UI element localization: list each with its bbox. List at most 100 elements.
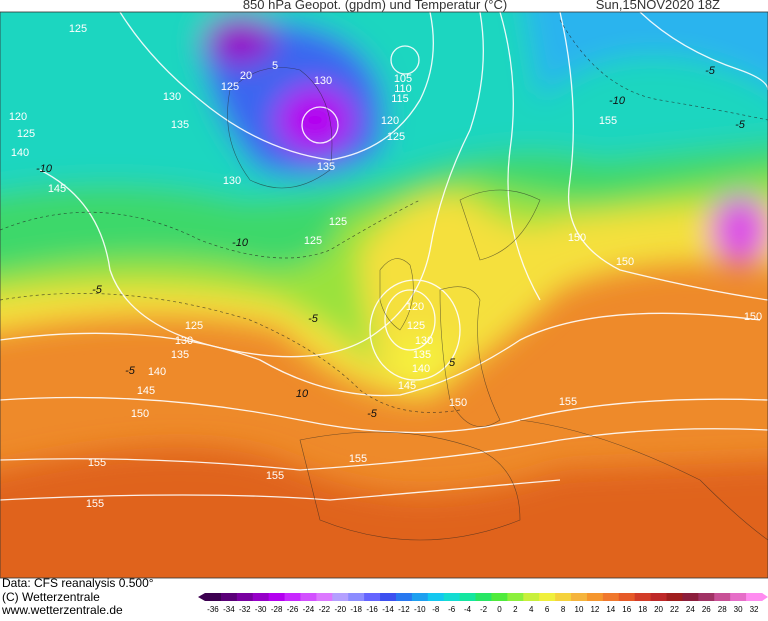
colorbar-label: -10 xyxy=(414,605,426,614)
geopotential-label: 155 xyxy=(266,470,284,482)
colorbar-swatch xyxy=(603,593,619,601)
geopotential-label: 140 xyxy=(11,147,29,159)
colorbar-label: 30 xyxy=(734,605,743,614)
colorbar-label: -4 xyxy=(464,605,472,614)
temperature-label: -10 xyxy=(232,237,249,249)
colorbar-swatch xyxy=(316,593,332,601)
colorbar-label: -36 xyxy=(207,605,219,614)
colorbar-label: -12 xyxy=(398,605,410,614)
geopotential-label: 125 xyxy=(17,128,35,140)
colorbar-label: -22 xyxy=(319,605,331,614)
colorbar-label: 4 xyxy=(529,605,534,614)
geopotential-label: 135 xyxy=(413,349,431,361)
colorbar-swatch xyxy=(364,593,380,601)
geopotential-label: 130 xyxy=(415,335,433,347)
colorbar-swatch xyxy=(205,593,221,601)
colorbar-swatch xyxy=(428,593,444,601)
geopotential-label: 135 xyxy=(171,349,189,361)
colorbar-label: 0 xyxy=(497,605,502,614)
geopotential-label: 135 xyxy=(317,161,335,173)
geopotential-label: 145 xyxy=(398,380,416,392)
colorbar-label: -30 xyxy=(255,605,267,614)
colorbar-swatch xyxy=(698,593,714,601)
colorbar-label: -6 xyxy=(448,605,456,614)
colorbar-swatch xyxy=(269,593,285,601)
geopotential-label: 125 xyxy=(407,320,425,332)
colorbar-swatch xyxy=(237,593,253,601)
geopotential-label: 130 xyxy=(163,91,181,103)
colorbar-label: 16 xyxy=(622,605,631,614)
colorbar-swatch xyxy=(651,593,667,601)
geopotential-label: 155 xyxy=(349,453,367,465)
geopotential-label: 140 xyxy=(148,366,166,378)
geopotential-label: 130 xyxy=(175,335,193,347)
geopotential-label: 125 xyxy=(329,216,347,228)
colorbar-label: 14 xyxy=(606,605,615,614)
colorbar-swatch xyxy=(635,593,651,601)
colorbar-label: 26 xyxy=(702,605,711,614)
geopotential-label: 120 xyxy=(406,301,424,313)
geopotential-label: 150 xyxy=(568,232,586,244)
colorbar-label: 20 xyxy=(654,605,663,614)
colorbar-label: -26 xyxy=(287,605,299,614)
footer-line: Data: CFS reanalysis 0.500° xyxy=(2,576,154,590)
colorbar-label: -18 xyxy=(350,605,362,614)
colorbar-label: 18 xyxy=(638,605,647,614)
colorbar-label: 24 xyxy=(686,605,695,614)
geopotential-label: 115 xyxy=(391,93,409,105)
colorbar-swatch xyxy=(285,593,301,601)
colorbar-label: -24 xyxy=(303,605,315,614)
colorbar-label: 8 xyxy=(561,605,566,614)
colorbar-label: 28 xyxy=(718,605,727,614)
colorbar-swatch xyxy=(555,593,571,601)
colorbar-label: -2 xyxy=(480,605,488,614)
geopotential-label: 150 xyxy=(616,256,634,268)
temperature-label: -10 xyxy=(36,163,53,175)
colorbar-label: -20 xyxy=(334,605,346,614)
colorbar-swatch xyxy=(682,593,698,601)
colorbar-swatch xyxy=(539,593,555,601)
colorbar-swatch xyxy=(412,593,428,601)
colorbar-label: 12 xyxy=(590,605,599,614)
temperature-label: -5 xyxy=(92,284,103,296)
colorbar-swatch xyxy=(730,593,746,601)
geopotential-label: 130 xyxy=(314,75,332,87)
geopotential-label: 155 xyxy=(559,396,577,408)
geopotential-label: 125 xyxy=(387,131,405,143)
colorbar-swatch xyxy=(587,593,603,601)
temperature-label: -5 xyxy=(125,365,136,377)
colorbar-label: 22 xyxy=(670,605,679,614)
colorbar-swatch xyxy=(380,593,396,601)
geopotential-label: 120 xyxy=(9,111,27,123)
colorbar-swatch xyxy=(667,593,683,601)
colorbar-label: -8 xyxy=(432,605,440,614)
colorbar-swatch xyxy=(221,593,237,601)
geopotential-label: 155 xyxy=(88,457,106,469)
geopotential-label: 155 xyxy=(86,498,104,510)
colorbar-swatch xyxy=(396,593,412,601)
geopotential-label: 150 xyxy=(131,408,149,420)
geopotential-label: 5 xyxy=(272,60,278,72)
temperature-label: -5 xyxy=(735,119,746,131)
geopotential-label: 120 xyxy=(381,115,399,127)
colorbar-swatch xyxy=(746,593,762,601)
geopotential-label: 125 xyxy=(221,81,239,93)
colorbar-swatch xyxy=(714,593,730,601)
geopotential-label: 135 xyxy=(171,119,189,131)
colorbar-swatch xyxy=(507,593,523,601)
temperature-label: 10 xyxy=(296,388,309,400)
colorbar-swatch xyxy=(348,593,364,601)
geopotential-label: 145 xyxy=(137,385,155,397)
colorbar-swatch xyxy=(460,593,476,601)
colorbar-swatch xyxy=(571,593,587,601)
temperature-label: -5 xyxy=(367,408,378,420)
colorbar-swatch xyxy=(476,593,492,601)
colorbar-label: -14 xyxy=(382,605,394,614)
map-date: Sun,15NOV2020 18Z xyxy=(596,0,720,12)
colorbar-label: 2 xyxy=(513,605,518,614)
geopotential-label: 20 xyxy=(240,70,252,82)
colorbar-swatch xyxy=(491,593,507,601)
geopotential-label: 150 xyxy=(744,311,762,323)
